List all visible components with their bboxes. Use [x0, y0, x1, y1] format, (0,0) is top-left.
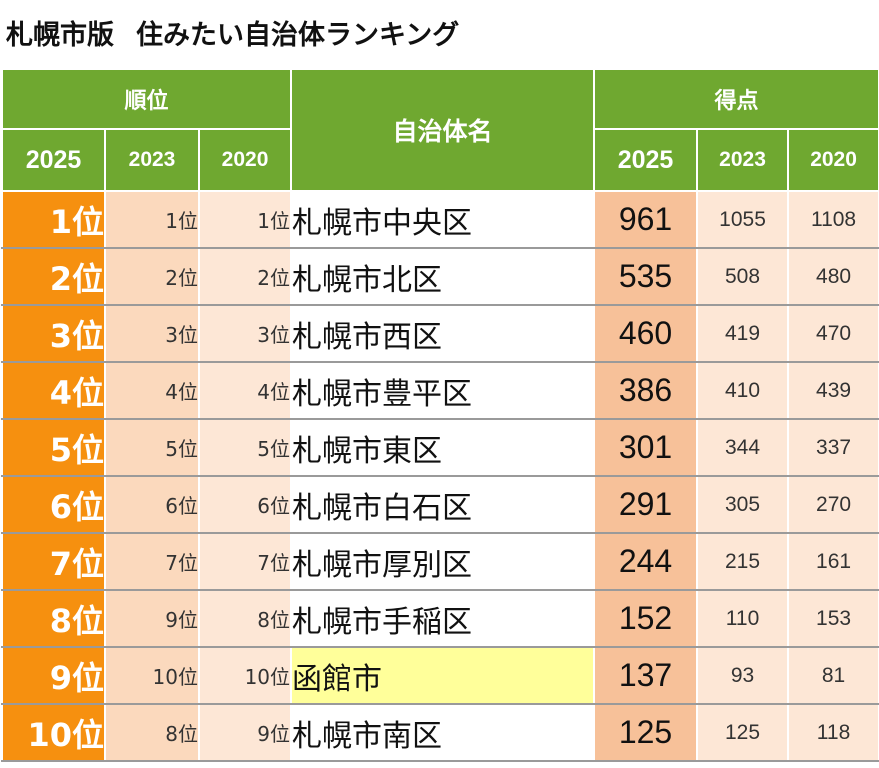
rank-2025-cell: 3位 [1, 304, 106, 363]
score-2023-cell: 508 [696, 247, 790, 306]
score-2020-cell: 470 [787, 304, 879, 363]
municipality-name-cell: 札幌市厚別区 [290, 532, 596, 591]
table-row: 1位 1位 1位 札幌市中央区 961 1055 1108 [1, 190, 879, 249]
municipality-name-cell: 札幌市手稲区 [290, 589, 596, 648]
header-score-2025: 2025 [593, 128, 699, 192]
rank-2023-cell: 8位 [104, 703, 200, 762]
rank-2025-cell: 5位 [1, 418, 106, 477]
score-2025-cell: 291 [593, 475, 699, 534]
score-2023-cell: 215 [696, 532, 790, 591]
score-2020-cell: 337 [787, 418, 879, 477]
score-2023-cell: 410 [696, 361, 790, 420]
score-2023-cell: 419 [696, 304, 790, 363]
score-2020-cell: 153 [787, 589, 879, 648]
rank-2020-cell: 5位 [197, 418, 293, 477]
municipality-name-cell: 札幌市東区 [290, 418, 596, 477]
table-row: 6位 6位 6位 札幌市白石区 291 305 270 [1, 475, 879, 534]
header-rank-2025: 2025 [1, 128, 106, 192]
rank-2020-cell: 9位 [197, 703, 293, 762]
table-row: 4位 4位 4位 札幌市豊平区 386 410 439 [1, 361, 879, 420]
title-part2: 住みたい自治体ランキング [136, 20, 460, 51]
rank-2020-cell: 6位 [197, 475, 293, 534]
score-2025-cell: 301 [593, 418, 699, 477]
rank-2020-cell: 1位 [197, 190, 293, 249]
table-row: 2位 2位 2位 札幌市北区 535 508 480 [1, 247, 879, 306]
rank-2025-cell: 8位 [1, 589, 106, 648]
header-rank-2023: 2023 [104, 128, 200, 192]
header-score-2020: 2020 [787, 128, 879, 192]
rank-2023-cell: 6位 [104, 475, 200, 534]
rank-2023-cell: 10位 [104, 646, 200, 705]
score-2023-cell: 305 [696, 475, 790, 534]
score-2023-cell: 344 [696, 418, 790, 477]
score-2023-cell: 1055 [696, 190, 790, 249]
score-2020-cell: 81 [787, 646, 879, 705]
rank-2020-cell: 7位 [197, 532, 293, 591]
score-2025-cell: 244 [593, 532, 699, 591]
score-2025-cell: 125 [593, 703, 699, 762]
rank-2020-cell: 2位 [197, 247, 293, 306]
rank-2023-cell: 7位 [104, 532, 200, 591]
rank-2023-cell: 2位 [104, 247, 200, 306]
score-2025-cell: 535 [593, 247, 699, 306]
rank-2025-cell: 1位 [1, 190, 106, 249]
score-2025-cell: 137 [593, 646, 699, 705]
header-score-2023: 2023 [696, 128, 790, 192]
header-name: 自治体名 [290, 68, 596, 192]
score-2020-cell: 439 [787, 361, 879, 420]
rank-2025-cell: 10位 [1, 703, 106, 762]
title-part1: 札幌市版 [6, 20, 114, 51]
municipality-name-cell: 札幌市西区 [290, 304, 596, 363]
municipality-name-cell: 札幌市中央区 [290, 190, 596, 249]
municipality-name-cell: 札幌市豊平区 [290, 361, 596, 420]
rank-2025-cell: 9位 [1, 646, 106, 705]
rank-2025-cell: 4位 [1, 361, 106, 420]
rank-2023-cell: 1位 [104, 190, 200, 249]
score-2023-cell: 110 [696, 589, 790, 648]
score-2023-cell: 93 [696, 646, 790, 705]
score-2025-cell: 460 [593, 304, 699, 363]
score-2020-cell: 1108 [787, 190, 879, 249]
score-2023-cell: 125 [696, 703, 790, 762]
table-row: 9位 10位 10位 函館市 137 93 81 [1, 646, 879, 705]
rank-2023-cell: 9位 [104, 589, 200, 648]
table-row: 8位 9位 8位 札幌市手稲区 152 110 153 [1, 589, 879, 648]
header-rank-group: 順位 [0, 68, 293, 130]
score-2020-cell: 270 [787, 475, 879, 534]
table-row: 10位 8位 9位 札幌市南区 125 125 118 [1, 703, 879, 762]
header-score-group: 得点 [593, 68, 879, 130]
table-row: 3位 3位 3位 札幌市西区 460 419 470 [1, 304, 879, 363]
municipality-name-cell: 札幌市北区 [290, 247, 596, 306]
header-rank-2020: 2020 [197, 128, 293, 192]
municipality-name-cell: 札幌市白石区 [290, 475, 596, 534]
rank-2020-cell: 4位 [197, 361, 293, 420]
score-2020-cell: 161 [787, 532, 879, 591]
score-2025-cell: 386 [593, 361, 699, 420]
score-2025-cell: 152 [593, 589, 699, 648]
rank-2025-cell: 2位 [1, 247, 106, 306]
rank-2020-cell: 3位 [197, 304, 293, 363]
municipality-name-cell: 札幌市南区 [290, 703, 596, 762]
rank-2023-cell: 5位 [104, 418, 200, 477]
municipality-name-cell: 函館市 [290, 646, 596, 705]
rank-2020-cell: 10位 [197, 646, 293, 705]
rank-2025-cell: 7位 [1, 532, 106, 591]
rank-2023-cell: 4位 [104, 361, 200, 420]
rank-2025-cell: 6位 [1, 475, 106, 534]
score-2020-cell: 118 [787, 703, 879, 762]
rank-2023-cell: 3位 [104, 304, 200, 363]
ranking-rows: 1位 1位 1位 札幌市中央区 961 1055 1108 2位 2位 2位 札幌市北区 535 508… [1, 190, 879, 762]
score-2020-cell: 480 [787, 247, 879, 306]
page-title: 札幌市版 住みたい自治体ランキング [6, 14, 459, 58]
score-2025-cell: 961 [593, 190, 699, 249]
table-row: 5位 5位 5位 札幌市東区 301 344 337 [1, 418, 879, 477]
rank-2020-cell: 8位 [197, 589, 293, 648]
ranking-table: 順位 自治体名 得点 2025 2023 2020 2025 2023 2020… [0, 68, 879, 762]
table-row: 7位 7位 7位 札幌市厚別区 244 215 161 [1, 532, 879, 591]
